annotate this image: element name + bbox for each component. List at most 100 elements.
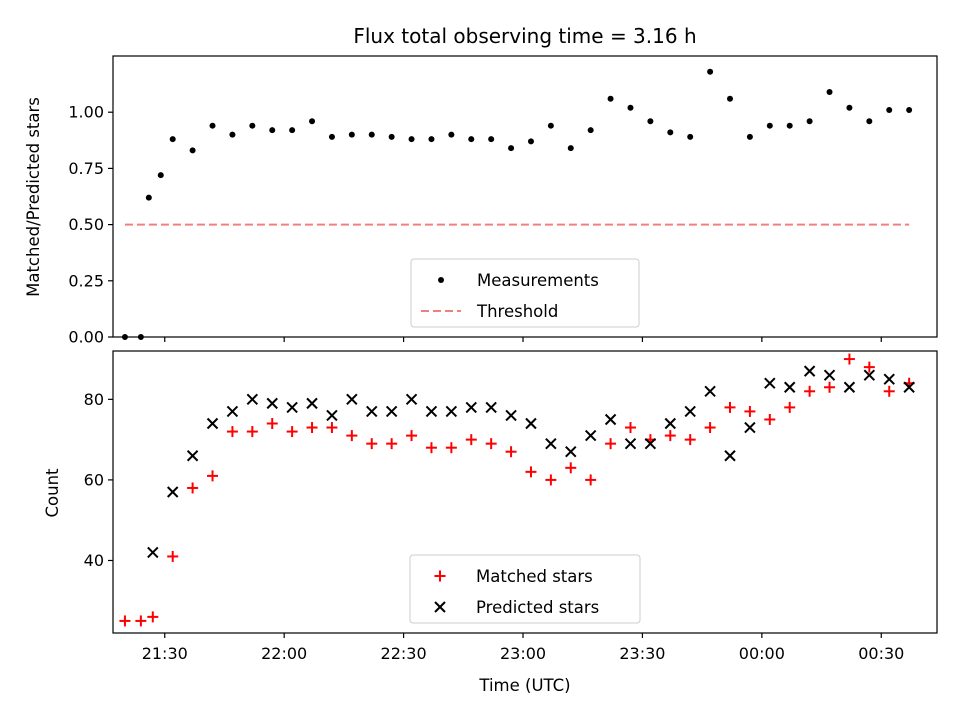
data-point — [863, 369, 876, 381]
data-point — [465, 434, 477, 446]
data-point — [684, 434, 696, 446]
data-point — [445, 442, 457, 454]
data-point — [843, 381, 856, 393]
data-point — [687, 133, 694, 140]
data-point — [565, 462, 577, 474]
data-point — [388, 133, 395, 140]
data-point — [348, 131, 355, 138]
data-point — [425, 405, 438, 418]
data-point — [508, 145, 515, 152]
data-point — [189, 147, 196, 154]
x-tick-label: 22:00 — [261, 644, 307, 663]
data-point — [385, 405, 398, 418]
top-y-axis-label: Matched/Predicted stars — [24, 97, 43, 297]
data-point — [786, 122, 793, 129]
data-point — [727, 95, 734, 102]
x-tick-label: 23:00 — [500, 644, 546, 663]
y-tick-label: 0.75 — [68, 159, 104, 178]
legend-box — [410, 258, 640, 328]
data-point — [525, 466, 537, 478]
data-point — [585, 474, 597, 486]
data-point — [624, 437, 637, 450]
data-point — [903, 381, 915, 393]
data-point — [306, 397, 318, 410]
data-point — [468, 136, 475, 143]
data-point — [804, 385, 816, 397]
data-point — [366, 438, 378, 450]
data-point — [206, 417, 219, 430]
data-point — [249, 122, 256, 129]
data-point — [246, 426, 258, 438]
data-point — [169, 136, 176, 143]
data-point — [408, 136, 415, 143]
data-point — [505, 446, 517, 458]
data-point — [157, 172, 164, 179]
data-point — [667, 129, 674, 136]
data-point — [226, 426, 238, 438]
data-point — [784, 401, 796, 413]
x-tick-label: 21:30 — [142, 644, 188, 663]
data-point — [624, 422, 636, 434]
data-point — [346, 430, 358, 442]
data-point — [744, 421, 756, 434]
data-point — [485, 438, 497, 450]
data-point — [704, 422, 716, 434]
data-point — [866, 118, 873, 125]
data-point — [565, 446, 577, 458]
data-point — [824, 381, 836, 393]
data-point — [605, 438, 617, 450]
y-tick-label: 0.25 — [68, 271, 104, 290]
y-tick-label: 60 — [84, 470, 104, 489]
data-point — [567, 145, 574, 152]
data-point — [684, 405, 696, 418]
data-point — [167, 550, 179, 562]
data-point — [644, 437, 657, 450]
data-point — [647, 118, 654, 125]
data-point — [328, 133, 335, 140]
data-point — [445, 405, 458, 418]
data-point — [269, 127, 276, 134]
data-point — [843, 353, 855, 365]
data-point — [545, 474, 557, 486]
data-point — [823, 369, 836, 381]
chart-title: Flux total observing time = 3.16 h — [353, 24, 696, 48]
data-point — [226, 405, 239, 418]
x-tick-label: 22:30 — [381, 644, 427, 663]
data-point — [246, 393, 259, 406]
legend-label: Threshold — [476, 302, 558, 321]
data-point — [428, 136, 435, 143]
data-point — [525, 417, 537, 430]
data-point — [724, 450, 736, 462]
legend-box — [409, 554, 641, 624]
data-point — [604, 413, 617, 426]
legend-handle-predicted — [434, 601, 446, 613]
data-point — [306, 422, 318, 434]
bottom-y-axis-label: Count — [43, 468, 62, 518]
data-point — [187, 482, 199, 494]
data-point — [547, 122, 554, 129]
data-point — [186, 450, 199, 462]
data-point — [806, 118, 813, 125]
series-predicted-stars — [147, 365, 915, 559]
top-panel: 0.00 0.25 0.50 0.75 1.00 Measurements Threshol… — [68, 55, 938, 347]
x-tick-label: 23:30 — [619, 644, 665, 663]
data-point — [886, 106, 893, 113]
data-point — [465, 401, 477, 414]
data-point — [326, 409, 338, 422]
legend-label: Measurements — [477, 271, 599, 290]
data-point — [289, 127, 296, 134]
x-axis-label: Time (UTC) — [478, 676, 570, 695]
data-point — [764, 377, 776, 389]
data-point — [145, 194, 152, 201]
data-point — [627, 104, 634, 111]
y-tick-label: 0.50 — [68, 215, 104, 234]
bottom-axes-frame — [112, 350, 938, 634]
top-legend: Measurements Threshold — [410, 258, 640, 328]
y-tick-label: 1.00 — [68, 103, 104, 122]
data-point — [488, 136, 495, 143]
top-axes-frame — [112, 55, 938, 338]
data-point — [587, 127, 594, 134]
data-point — [584, 429, 597, 442]
y-tick-label: 0.00 — [68, 328, 104, 347]
data-point — [286, 426, 298, 438]
